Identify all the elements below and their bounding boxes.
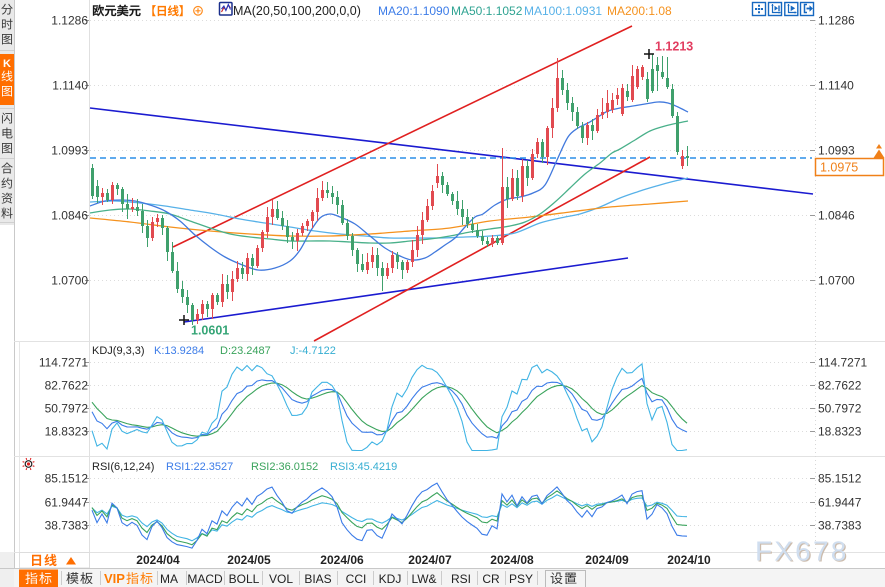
svg-text:K:13.9284: K:13.9284 <box>154 345 204 357</box>
svg-text:K: K <box>3 58 11 70</box>
svg-text:MA50:1.1052: MA50:1.1052 <box>451 4 523 18</box>
svg-text:114.7271: 114.7271 <box>39 356 88 370</box>
svg-text:1.1286: 1.1286 <box>51 14 88 28</box>
svg-text:2024/05: 2024/05 <box>227 553 271 567</box>
svg-text:82.7622: 82.7622 <box>45 379 89 393</box>
svg-text:VIP: VIP <box>104 571 125 586</box>
svg-text:85.1512: 85.1512 <box>45 472 89 486</box>
svg-text:85.1512: 85.1512 <box>818 472 862 486</box>
svg-text:61.9447: 61.9447 <box>45 496 89 510</box>
svg-text:2024/10: 2024/10 <box>667 553 711 567</box>
svg-text:1.1286: 1.1286 <box>818 14 855 28</box>
svg-text:1.0700: 1.0700 <box>51 274 88 288</box>
svg-text:MA200:1.08: MA200:1.08 <box>607 4 672 18</box>
svg-text:RSI3:45.4219: RSI3:45.4219 <box>330 461 397 473</box>
svg-text:FX678: FX678 <box>756 537 850 568</box>
svg-text:LW&: LW& <box>411 572 436 586</box>
svg-text:2024/09: 2024/09 <box>585 553 629 567</box>
svg-text:2024/04: 2024/04 <box>136 553 180 567</box>
svg-text:50.7972: 50.7972 <box>45 402 89 416</box>
svg-text:RSI(6,12,24): RSI(6,12,24) <box>92 461 154 473</box>
svg-text:114.7271: 114.7271 <box>818 356 867 370</box>
svg-text:PSY: PSY <box>509 572 533 586</box>
svg-text:82.7622: 82.7622 <box>818 379 862 393</box>
svg-text:1.0993: 1.0993 <box>818 144 855 158</box>
svg-text:MA(20,50,100,200,0,0): MA(20,50,100,200,0,0) <box>233 4 361 18</box>
svg-text:1.0846: 1.0846 <box>818 209 855 223</box>
svg-text:J:-4.7122: J:-4.7122 <box>290 345 336 357</box>
svg-text:D:23.2487: D:23.2487 <box>220 345 271 357</box>
svg-text:18.8323: 18.8323 <box>45 425 89 439</box>
svg-text:VOL: VOL <box>269 572 293 586</box>
svg-text:38.7383: 38.7383 <box>45 519 89 533</box>
svg-text:RSI1:22.3527: RSI1:22.3527 <box>166 461 233 473</box>
svg-text:KDJ: KDJ <box>379 572 402 586</box>
svg-text:1.1140: 1.1140 <box>818 79 854 93</box>
svg-text:1.1140: 1.1140 <box>52 79 88 93</box>
svg-text:2024/07: 2024/07 <box>408 553 452 567</box>
svg-text:1.0601: 1.0601 <box>191 324 229 338</box>
svg-text:CR: CR <box>482 572 500 586</box>
svg-text:MA20:1.1090: MA20:1.1090 <box>378 4 450 18</box>
svg-text:2024/08: 2024/08 <box>490 553 534 567</box>
svg-text:61.9447: 61.9447 <box>818 496 862 510</box>
svg-text:BOLL: BOLL <box>229 572 260 586</box>
svg-text:CCI: CCI <box>346 572 367 586</box>
svg-text:RSI: RSI <box>451 572 471 586</box>
svg-text:FX678: FX678 <box>755 536 849 567</box>
svg-text:BIAS: BIAS <box>304 572 331 586</box>
svg-text:MA100:1.0931: MA100:1.0931 <box>524 4 602 18</box>
svg-text:RSI2:36.0152: RSI2:36.0152 <box>251 461 318 473</box>
svg-text:1.0846: 1.0846 <box>51 209 88 223</box>
svg-text:50.7972: 50.7972 <box>818 402 862 416</box>
svg-text:1.0700: 1.0700 <box>818 274 855 288</box>
svg-text:MA: MA <box>160 572 178 586</box>
svg-text:KDJ(9,3,3): KDJ(9,3,3) <box>92 345 145 357</box>
svg-text:1.0993: 1.0993 <box>51 144 88 158</box>
svg-text:1.0975: 1.0975 <box>820 161 858 175</box>
svg-text:38.7383: 38.7383 <box>818 519 862 533</box>
svg-text:18.8323: 18.8323 <box>818 425 862 439</box>
svg-text:1.1213: 1.1213 <box>655 40 693 54</box>
svg-text:MACD: MACD <box>187 572 223 586</box>
svg-text:2024/06: 2024/06 <box>320 553 364 567</box>
